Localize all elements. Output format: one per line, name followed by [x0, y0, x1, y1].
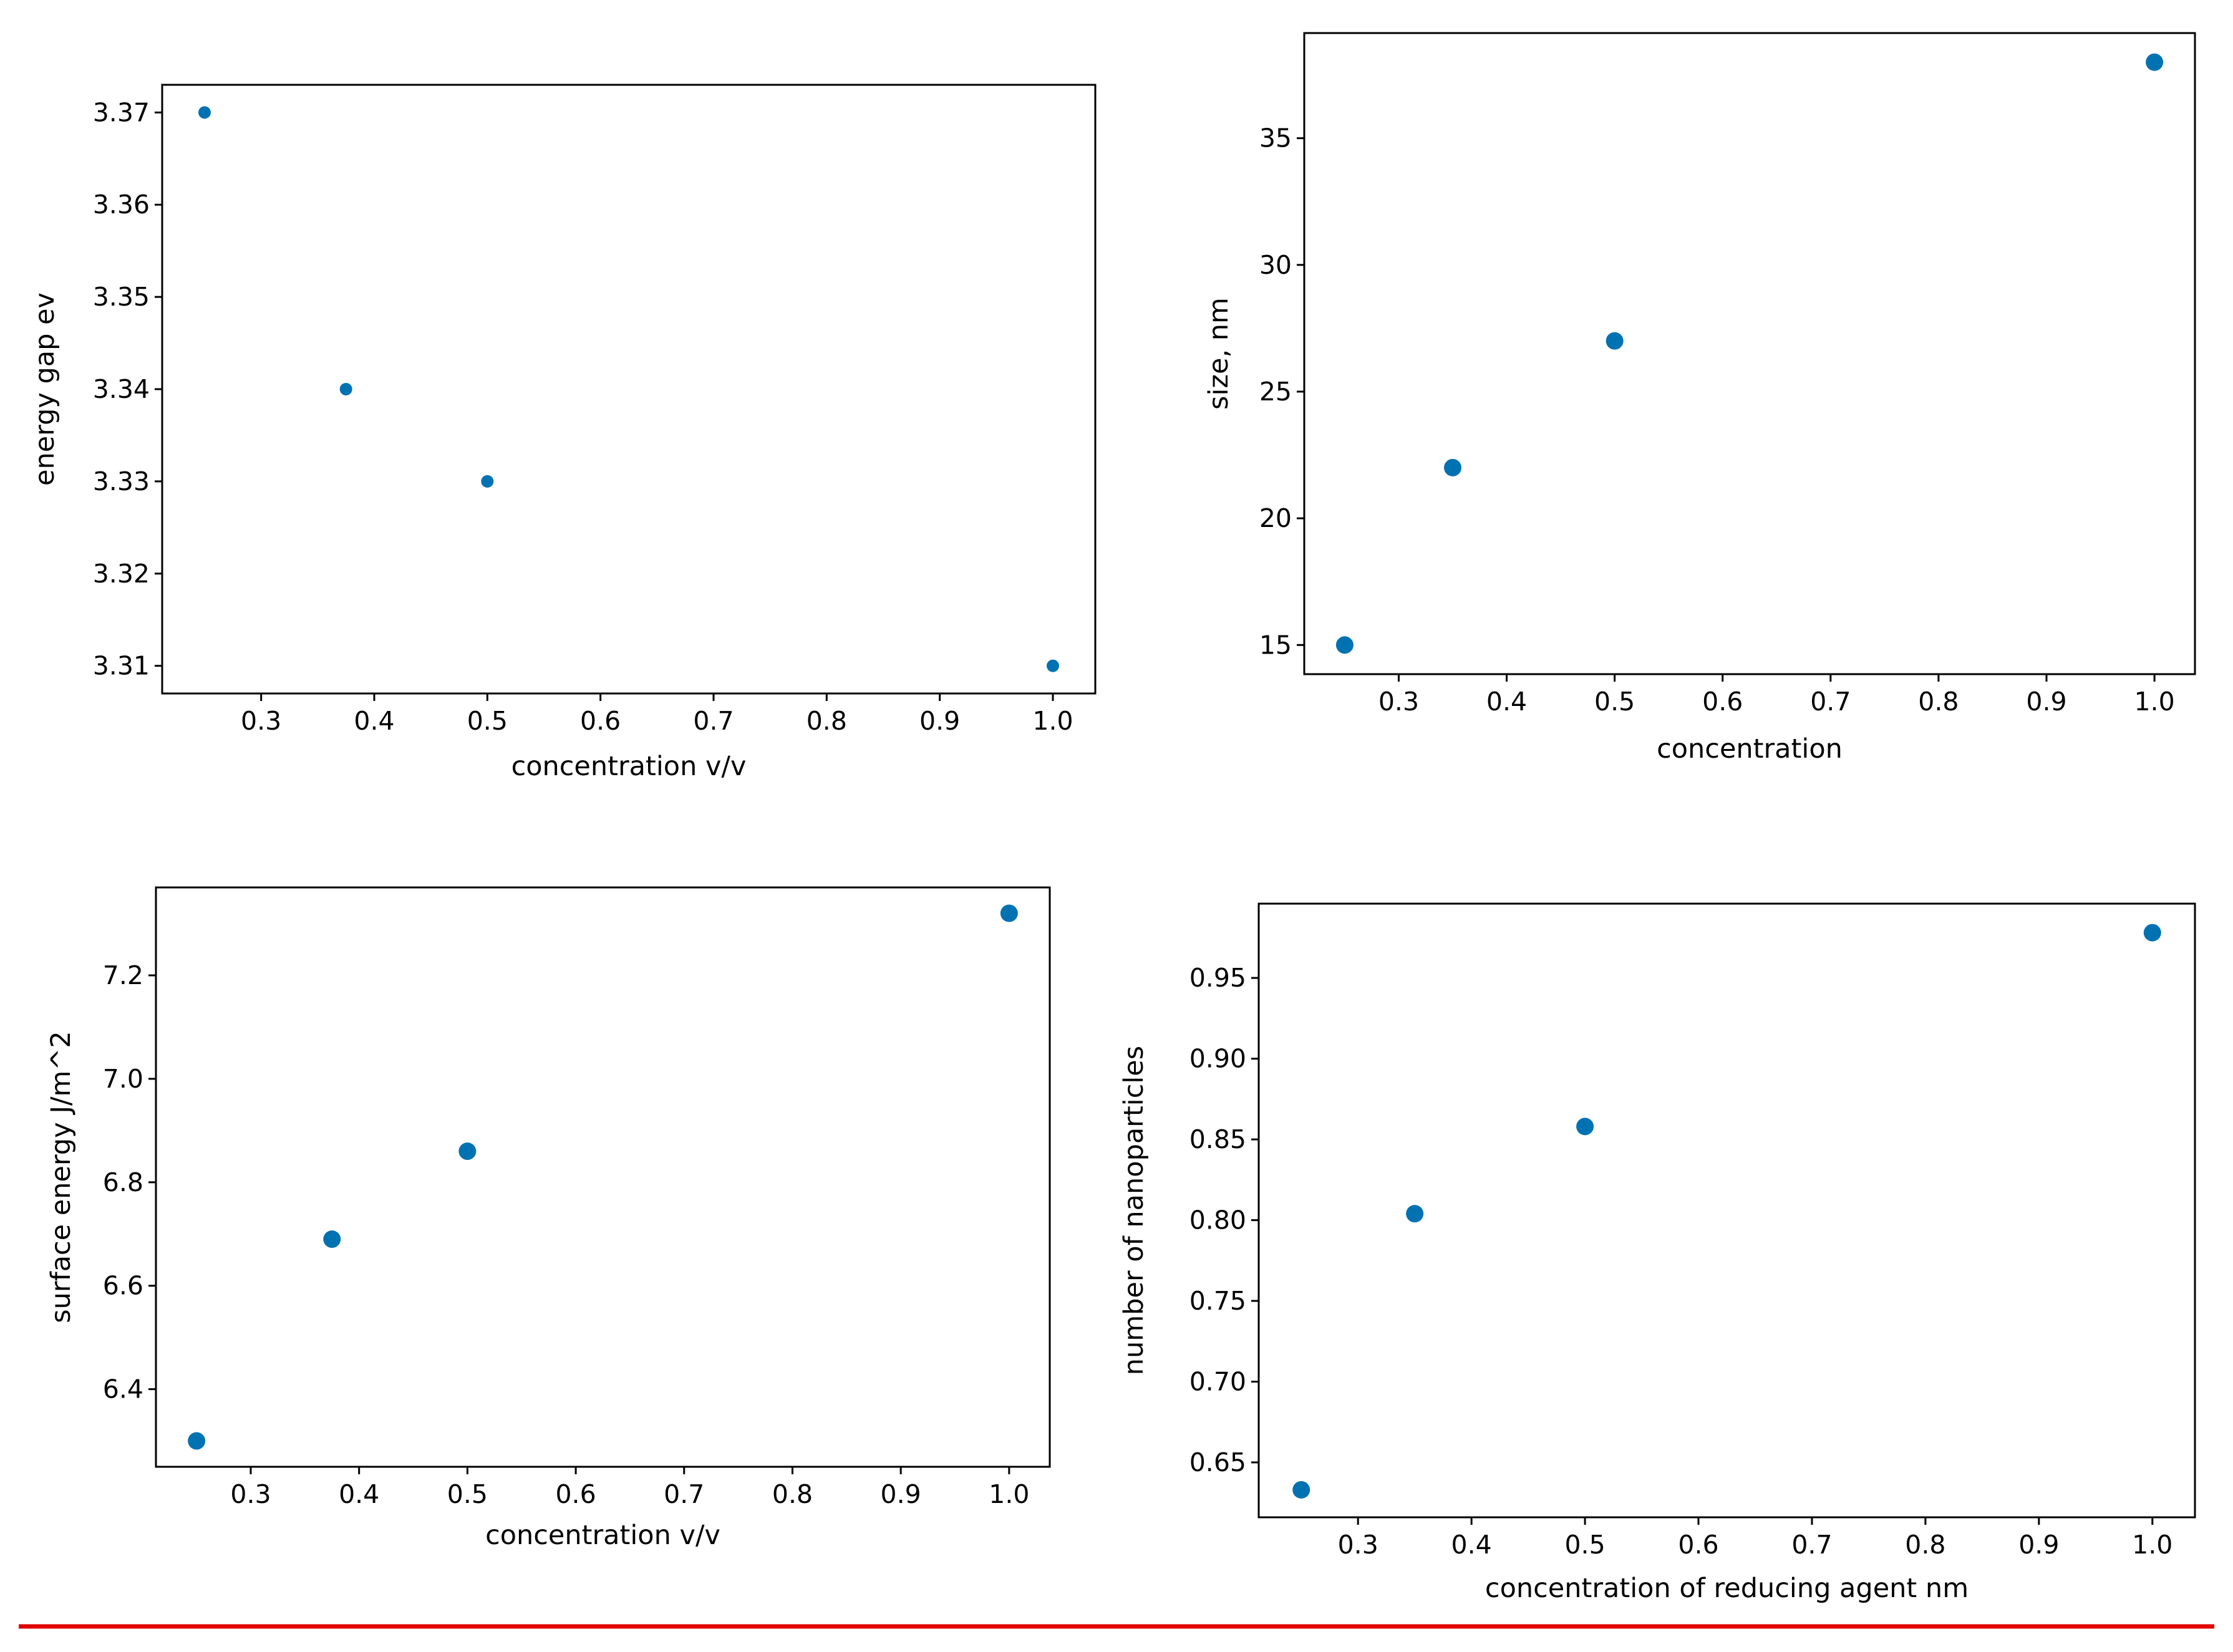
chart-1: 0.3 0.4 0.5 0.6 0.7 0.8 0.9 1.0 3.31 3.32 3.33 3.34… — [29, 84, 1097, 782]
y-tick-label: 0.65 — [1189, 1447, 1246, 1477]
x-tick-label: 0.4 — [1451, 1530, 1492, 1560]
x-tick-label: 1.0 — [2132, 1530, 2172, 1560]
plot-frame — [1257, 902, 2196, 1519]
x-tick-label: 0.7 — [693, 706, 734, 736]
x-tick-label: 0.3 — [241, 706, 281, 736]
x-tick-label: 0.8 — [1905, 1530, 1945, 1560]
data-point — [188, 1432, 206, 1450]
plot-frame — [1303, 32, 2196, 675]
x-tick-label: 0.6 — [555, 1479, 596, 1509]
x-axis-label: concentration v/v — [511, 751, 747, 782]
y-tick-label: 3.34 — [93, 374, 150, 404]
y-tick-label: 0.85 — [1189, 1124, 1246, 1154]
y-tick-label: 20 — [1259, 503, 1292, 533]
x-tick-label: 1.0 — [2134, 687, 2174, 717]
y-tick-label: 30 — [1259, 250, 1292, 280]
data-point — [1406, 1205, 1424, 1223]
y-tick-label: 0.95 — [1189, 963, 1246, 993]
x-tick-label: 0.3 — [1338, 1530, 1378, 1560]
x-axis-label: concentration of reducing agent nm — [1485, 1573, 1969, 1604]
x-tick-label: 0.6 — [1702, 687, 1743, 717]
y-tick-label: 35 — [1259, 123, 1292, 153]
y-tick-label: 7.2 — [103, 960, 143, 990]
plot-frame — [161, 84, 1097, 695]
data-point — [1444, 458, 1461, 476]
x-tick-label: 0.7 — [664, 1479, 704, 1509]
x-tick-label: 0.5 — [1594, 687, 1635, 717]
y-tick-label: 3.35 — [93, 282, 150, 312]
data-point — [2143, 924, 2161, 942]
data-point — [1606, 332, 1624, 350]
x-tick-label: 0.6 — [1678, 1530, 1718, 1560]
y-tick-label: 0.90 — [1189, 1044, 1246, 1074]
y-tick-label: 15 — [1259, 630, 1292, 660]
data-point — [1047, 659, 1059, 672]
x-tick-label: 0.8 — [806, 706, 847, 736]
x-tick-label: 0.8 — [772, 1479, 813, 1509]
data-point — [1292, 1481, 1310, 1499]
x-tick-label: 0.4 — [1486, 687, 1527, 717]
y-tick-label: 0.80 — [1189, 1205, 1246, 1235]
y-tick-label: 7.0 — [103, 1064, 143, 1094]
x-tick-label: 0.5 — [467, 706, 508, 736]
y-tick-label: 0.75 — [1189, 1286, 1246, 1316]
y-tick-label: 25 — [1259, 377, 1292, 407]
data-point — [323, 1230, 341, 1249]
plot-frame — [155, 886, 1051, 1468]
x-tick-label: 0.4 — [339, 1479, 379, 1509]
x-tick-label: 0.3 — [230, 1479, 271, 1509]
data-point — [481, 475, 494, 488]
data-point — [198, 106, 211, 119]
chart-4: 0.3 0.4 0.5 0.6 0.7 0.8 0.9 1.0 0.65 0.70 0.75 0.80… — [1118, 902, 2196, 1604]
chart-3: 0.3 0.4 0.5 0.6 0.7 0.8 0.9 1.0 6.4 6.6 6.8 7.0 7.2 c… — [46, 886, 1051, 1551]
x-tick-label: 0.8 — [1918, 687, 1959, 717]
y-tick-label: 3.37 — [93, 97, 150, 127]
x-tick-label: 1.0 — [1032, 706, 1073, 736]
y-axis-label: size, nm — [1203, 297, 1234, 410]
x-tick-label: 0.9 — [2026, 687, 2066, 717]
x-tick-label: 0.7 — [1810, 687, 1851, 717]
y-axis-label: energy gap ev — [29, 292, 61, 486]
x-axis-label: concentration — [1657, 733, 1843, 765]
y-tick-label: 3.33 — [93, 466, 150, 496]
y-tick-label: 3.31 — [93, 651, 150, 681]
data-point — [339, 383, 352, 395]
plots-container: 0.3 0.4 0.5 0.6 0.7 0.8 0.9 1.0 3.31 3.32 3.33 3.34… — [29, 32, 2196, 1604]
x-tick-label: 0.9 — [919, 706, 960, 736]
data-point — [2146, 53, 2164, 71]
y-tick-label: 3.32 — [93, 559, 150, 589]
y-axis-label: surface energy J/m^2 — [46, 1031, 77, 1323]
data-point — [1000, 904, 1018, 922]
x-tick-label: 0.6 — [580, 706, 621, 736]
data-point — [1335, 636, 1354, 654]
y-axis-label: number of nanoparticles — [1118, 1046, 1150, 1375]
y-tick-label: 6.4 — [103, 1374, 143, 1404]
y-tick-label: 0.70 — [1189, 1366, 1246, 1396]
y-tick-label: 3.36 — [93, 190, 150, 220]
y-tick-label: 6.6 — [103, 1271, 143, 1301]
y-tick-label: 6.8 — [103, 1167, 143, 1197]
x-axis-label: concentration v/v — [485, 1520, 720, 1551]
x-tick-label: 0.7 — [1791, 1530, 1832, 1560]
x-tick-label: 0.9 — [881, 1479, 921, 1509]
x-tick-label: 1.0 — [989, 1479, 1029, 1509]
data-point — [458, 1142, 477, 1161]
data-point — [1576, 1118, 1594, 1136]
chart-2: 0.3 0.4 0.5 0.6 0.7 0.8 0.9 1.0 15 20 25 30 35 concen… — [1203, 32, 2196, 765]
x-tick-label: 0.9 — [2018, 1530, 2059, 1560]
x-tick-label: 0.3 — [1378, 687, 1419, 717]
x-tick-label: 0.5 — [447, 1479, 488, 1509]
x-tick-label: 0.5 — [1564, 1530, 1605, 1560]
x-tick-label: 0.4 — [354, 706, 394, 736]
